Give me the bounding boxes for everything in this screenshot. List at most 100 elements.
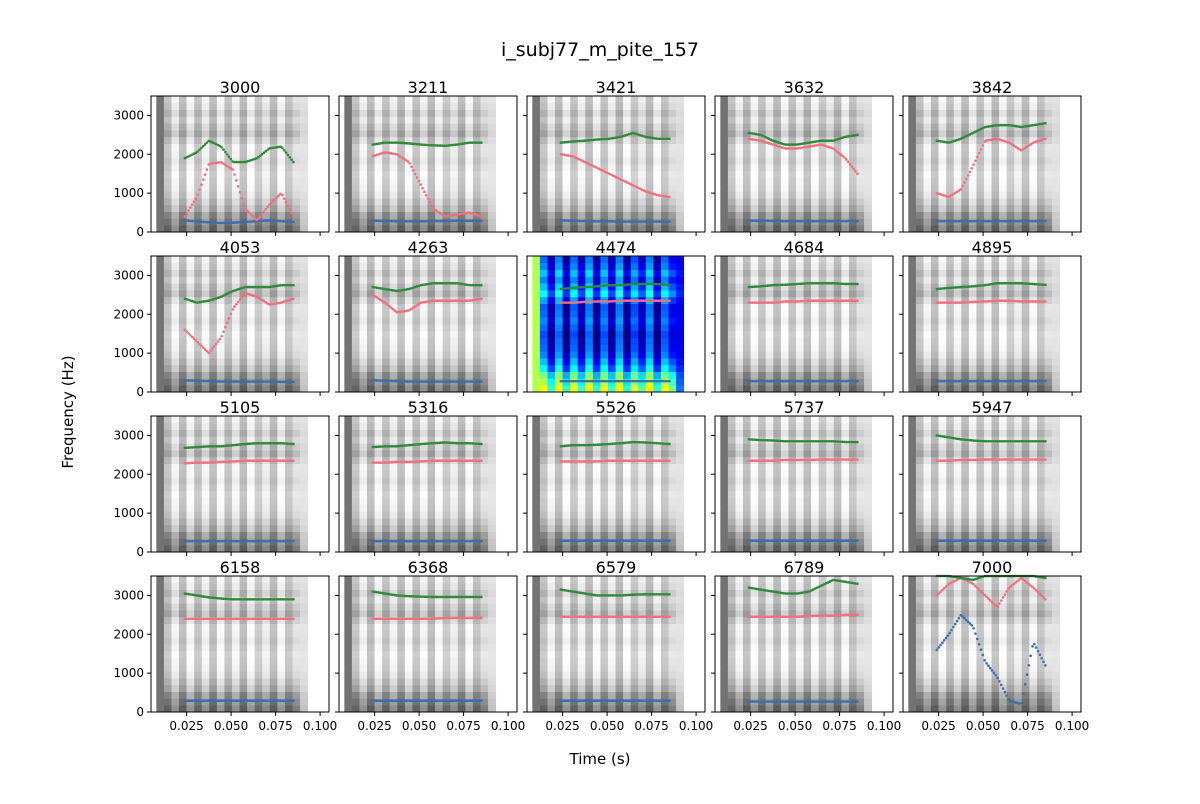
spectrogram-cell	[428, 358, 436, 365]
spectrogram-cell	[194, 317, 202, 324]
spectrogram-cell	[661, 344, 669, 351]
spectrogram-cell	[1029, 96, 1037, 103]
spectrogram-cell	[999, 178, 1007, 185]
spectrogram-cell	[217, 276, 225, 283]
spectrogram-cell	[796, 304, 804, 311]
spectrogram-cell	[969, 110, 977, 117]
spectrogram-cell	[593, 130, 601, 137]
panel-title: 3842	[972, 78, 1013, 97]
spectrogram-cell	[585, 385, 593, 392]
spectrogram-cell	[344, 110, 352, 117]
spectrogram-cell	[834, 157, 842, 164]
spectrogram-cell	[171, 378, 179, 385]
spectrogram-cell	[532, 171, 540, 178]
f3-point	[283, 149, 286, 152]
spectrogram-cell	[661, 157, 669, 164]
spectrogram-cell	[224, 297, 232, 304]
spectrogram-cell	[600, 225, 608, 232]
spectrogram-cell	[194, 225, 202, 232]
spectrogram-cell	[593, 103, 601, 110]
spectrogram-cell	[788, 372, 796, 379]
spectrogram-cell	[931, 150, 939, 157]
f2-point	[209, 350, 212, 353]
spectrogram-cell	[834, 123, 842, 130]
spectrogram-cell	[481, 317, 489, 324]
spectrogram-cell	[1029, 150, 1037, 157]
spectrogram-cell	[1045, 225, 1053, 232]
spectrogram-cell	[240, 310, 248, 317]
spectrogram-cell	[638, 144, 646, 151]
spectrogram-cell	[277, 225, 285, 232]
spectrogram-cell	[661, 365, 669, 372]
spectrogram-cell	[864, 123, 872, 130]
spectrogram-cell	[796, 344, 804, 351]
spectrogram-cell	[232, 116, 240, 123]
spectrogram-cell	[735, 338, 743, 345]
spectrogram-cell	[428, 164, 436, 171]
spectrogram-cell	[209, 171, 217, 178]
f3-point	[287, 154, 290, 157]
spectrogram-cell	[194, 256, 202, 263]
spectrogram-cell	[623, 365, 631, 372]
spectrogram-cell	[969, 96, 977, 103]
spectrogram-cell	[428, 157, 436, 164]
spectrogram-cell	[352, 116, 360, 123]
spectrogram-cell	[826, 212, 834, 219]
spectrogram-cell	[187, 103, 195, 110]
spectrogram-cell	[247, 310, 255, 317]
spectrogram-cell	[209, 263, 217, 270]
spectrogram-cell	[743, 338, 751, 345]
spectrogram-cell	[811, 164, 819, 171]
spectrogram-cell	[277, 365, 285, 372]
spectrogram-cell	[811, 198, 819, 205]
spectrogram-cell	[270, 256, 278, 263]
spectrogram-cell	[156, 123, 164, 130]
spectrogram-cell	[773, 276, 781, 283]
spectrogram-cell	[359, 110, 367, 117]
spectrogram-cell	[669, 103, 677, 110]
spectrogram-cell	[209, 164, 217, 171]
spectrogram-cell	[465, 198, 473, 205]
spectrogram-cell	[277, 351, 285, 358]
spectrogram-cell	[766, 256, 774, 263]
spectrogram-cell	[293, 270, 301, 277]
spectrogram-cell	[578, 317, 586, 324]
spectrogram-cell	[623, 310, 631, 317]
spectrogram-cell	[1037, 164, 1045, 171]
spectrogram-cell	[240, 103, 248, 110]
spectrogram-cell	[420, 103, 428, 110]
spectrogram-cell	[164, 351, 172, 358]
spectrogram-cell	[826, 205, 834, 212]
spectrogram-cell	[367, 116, 375, 123]
spectrogram-cell	[156, 270, 164, 277]
spectrogram-cell	[547, 218, 555, 225]
spectrogram-cell	[232, 171, 240, 178]
spectrogram-cell	[788, 198, 796, 205]
spectrogram-cell	[247, 331, 255, 338]
spectrogram-cell	[788, 150, 796, 157]
spectrogram-cell	[344, 263, 352, 270]
spectrogram-cell	[473, 351, 481, 358]
spectrogram-cell	[570, 184, 578, 191]
spectrogram-cell	[179, 344, 187, 351]
spectrogram-cell	[540, 137, 548, 144]
spectrogram-cell	[488, 358, 496, 365]
spectrogram-cell	[916, 157, 924, 164]
spectrogram-cell	[585, 171, 593, 178]
spectrogram-cell	[857, 164, 865, 171]
spectrogram-cell	[669, 157, 677, 164]
spectrogram-cell	[631, 137, 639, 144]
spectrogram-cell	[435, 385, 443, 392]
spectrogram-cell	[156, 365, 164, 372]
spectrogram-cell	[585, 270, 593, 277]
spectrogram-cell	[262, 225, 270, 232]
spectrogram-cell	[728, 358, 736, 365]
spectrogram-cell	[344, 283, 352, 290]
spectrogram-cell	[661, 385, 669, 392]
spectrogram-cell	[420, 310, 428, 317]
spectrogram-cell	[1037, 157, 1045, 164]
spectrogram-cell	[616, 212, 624, 219]
y-tick-label: 1000	[113, 186, 144, 200]
spectrogram-cell	[412, 324, 420, 331]
